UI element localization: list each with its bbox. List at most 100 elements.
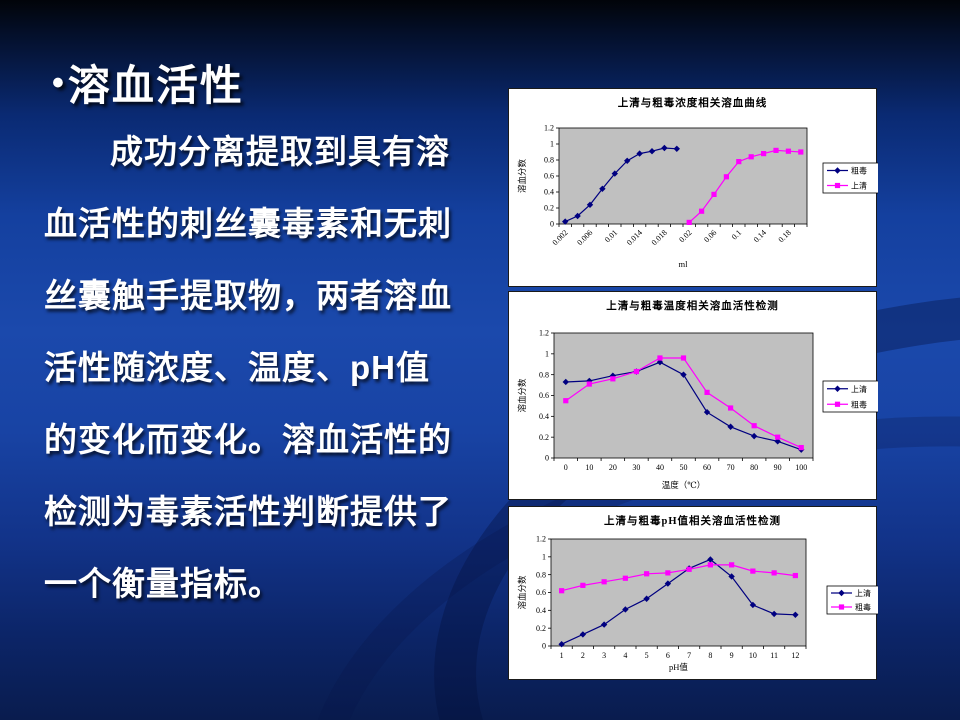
chart-panel-concentration: 上清与粗毒浓度相关溶血曲线 0 0.2 0.4 0.6 0.8 1 1.2 0.002 0.00… [508,88,878,287]
data-point-diamond [622,606,629,613]
legend-label: 上清 [851,384,867,394]
y-tick-label: 0.8 [539,370,549,379]
x-tick-label: 0.14 [752,228,768,244]
y-tick-label: 0.2 [544,204,554,213]
data-point-diamond [648,148,656,155]
legend-box [822,162,878,194]
data-point-square [686,566,692,572]
data-point-square [711,191,717,197]
x-tick-label: 0.01 [603,228,619,244]
series-line [561,564,796,592]
series-line [688,149,801,223]
paragraph-line: 一个衡量指标。 [44,565,282,602]
y-axis-title: 溶血分数 [517,575,527,610]
data-point-diamond [664,580,672,587]
concentration-chart-canvas: 0 0.2 0.4 0.6 0.8 1 1.2 0.002 0.006 0.01 0.014 0.01… [517,124,878,269]
data-point-diamond [838,589,845,597]
data-point-diamond [579,631,587,638]
slide-title: •溶血活性 [52,52,244,113]
data-point-square [838,604,845,610]
x-tick-label: 30 [632,463,640,472]
y-tick-label: 0.2 [539,433,549,442]
x-tick-label: 80 [750,463,758,472]
y-tick-label: 1 [550,140,554,149]
y-tick-label: 0.4 [544,188,554,197]
data-point-diamond [834,167,841,174]
x-tick-label: 2 [581,651,585,660]
y-tick-label: 0.6 [536,588,546,597]
data-point-diamond [750,432,758,440]
y-tick-label: 1.2 [544,124,554,133]
paragraph-line: 血活性的刺丝囊毒素和无刺 [44,205,452,242]
slide-title-text: 溶血活性 [67,62,244,109]
data-point-square [699,208,705,214]
x-tick-label: 0.014 [625,228,644,247]
y-tick-label: 0.6 [544,172,554,181]
x-tick-label: 70 [727,463,735,472]
x-tick-label: 0.006 [575,228,594,247]
x-tick-label: 1 [560,651,564,660]
y-axis-title: 溶血分数 [517,378,527,413]
data-point-square [798,149,804,155]
data-point-diamond [600,621,608,628]
paragraph-line: 检测为毒素活性判断提供了 [44,493,452,530]
x-tick-label: 5 [645,651,649,660]
data-point-diamond [728,573,735,580]
x-tick-label: 8 [708,651,712,660]
data-point-square [771,570,777,576]
y-axis-title: 溶血分数 [517,159,527,194]
data-point-square [798,444,804,451]
data-point-square [707,562,713,568]
y-tick-label: 0.8 [544,156,554,165]
plot-area [553,332,814,459]
data-point-square [751,423,757,429]
ph-chart-canvas: 00.20.40.60.811.21 2 3 4 5 6 7 8 9 10 11 12pH值溶血分数上… [517,535,878,672]
x-tick-label: 0.18 [777,228,793,244]
x-tick-label: 60 [703,463,711,472]
legend-label: 粗毒 [855,602,871,612]
x-tick-label: 0.002 [551,228,570,247]
x-tick-label: 0 [564,463,568,472]
data-point-square [723,174,729,180]
x-tick-label: 4 [623,651,627,660]
chart-title-temperature: 上清与粗毒温度相关溶血活性检测 [606,301,779,312]
y-tick-label: 0 [550,220,554,229]
data-point-diamond [707,556,714,563]
data-point-square [559,588,565,594]
temperature-chart-canvas: 0 0.2 0.4 0.6 0.8 1 1.2 0 10 20 30 40 50 60 70 80 90 100 温… [517,329,878,490]
x-tick-label: 100 [795,463,807,472]
x-tick-label: 0.02 [677,228,693,244]
data-point-square [785,148,791,154]
data-point-square [736,159,742,165]
data-point-square [775,434,781,440]
data-point-square [633,368,640,375]
data-point-diamond [770,610,778,618]
legend-box [826,585,878,615]
x-tick-label: 7 [687,651,691,660]
data-point-diamond [558,641,565,648]
data-point-diamond [562,378,569,386]
x-tick-label: 0.06 [702,228,718,244]
data-point-square [834,401,841,407]
data-point-square [586,381,592,387]
data-point-diamond [680,371,687,378]
x-axis-title: 温度（℃） [662,480,706,490]
data-point-diamond [586,201,594,208]
data-point-square [704,389,710,395]
data-point-square [665,570,671,576]
data-point-square [750,568,756,574]
body-paragraph: 成功分离提取到具有溶 血活性的刺丝囊毒素和无刺 丝囊触手提取物，两者溶血 活性随… [44,116,514,620]
data-point-square [563,398,569,404]
chart-title-concentration: 上清与粗毒浓度相关溶血曲线 [617,98,768,109]
data-point-square [622,575,628,581]
chart-panel-temperature: 上清与粗毒温度相关溶血活性检测 0 0.2 0.4 0.6 0.8 1 1.2 0 10 20 30… [508,291,878,500]
paragraph-line: 的变化而变化。溶血活性的 [44,421,452,458]
plot-area [550,538,807,647]
legend-label: 粗毒 [851,166,867,176]
x-axis-title: ml [679,259,689,269]
x-tick-label: 20 [609,463,617,472]
data-point-square [748,154,754,160]
y-tick-label: 0 [545,454,549,463]
paragraph-line: 丝囊触手提取物，两者溶血 [44,277,452,314]
